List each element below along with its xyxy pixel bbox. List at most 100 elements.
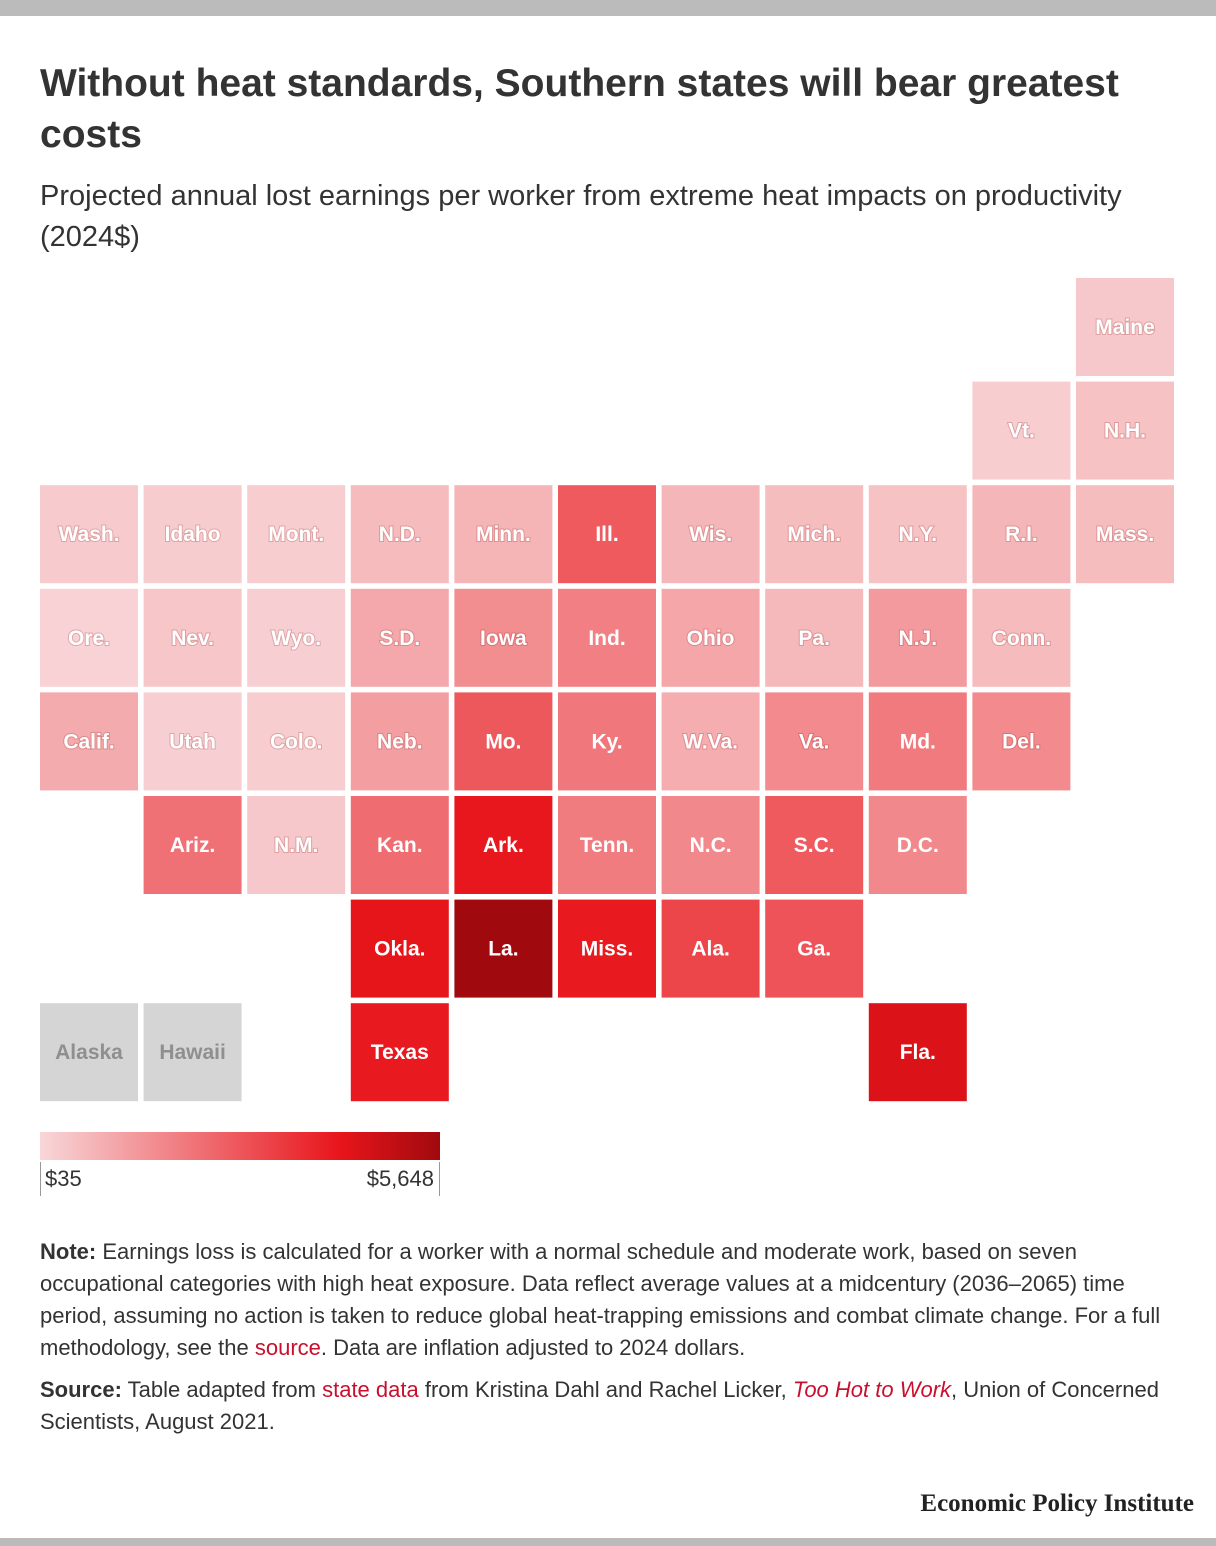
state-tile-w-va[interactable]: W.Va. xyxy=(661,692,760,791)
state-tile-nev[interactable]: Nev. xyxy=(143,588,242,687)
state-tile-ohio[interactable]: Ohio xyxy=(661,588,760,687)
state-label: Kan. xyxy=(377,834,423,857)
state-label: Ore. xyxy=(68,627,110,650)
chart-subtitle: Projected annual lost earnings per worke… xyxy=(40,180,1122,253)
state-label: R.I. xyxy=(1005,523,1038,546)
state-label: Texas xyxy=(371,1041,429,1064)
state-tile-mich[interactable]: Mich. xyxy=(765,485,864,584)
state-tile-utah[interactable]: Utah xyxy=(143,692,242,791)
state-tile-mont[interactable]: Mont. xyxy=(247,485,346,584)
state-tile-maine[interactable]: Maine xyxy=(1076,278,1174,376)
state-tile-rect xyxy=(454,588,553,687)
state-tile-n-y[interactable]: N.Y. xyxy=(868,485,967,584)
state-label: N.C. xyxy=(690,834,732,857)
state-tile-fla[interactable]: Fla. xyxy=(868,1003,967,1102)
state-tile-rect xyxy=(247,485,346,584)
state-tile-rect xyxy=(661,588,760,687)
state-label: Miss. xyxy=(581,938,634,961)
state-tile-s-c[interactable]: S.C. xyxy=(765,796,864,894)
state-label: Conn. xyxy=(992,627,1051,650)
state-tile-r-i[interactable]: R.I. xyxy=(972,485,1071,584)
state-tile-iowa[interactable]: Iowa xyxy=(454,588,553,687)
state-tile-s-d[interactable]: S.D. xyxy=(350,588,449,687)
source-report-link[interactable]: Too Hot to Work xyxy=(792,1377,952,1402)
state-tile-mass[interactable]: Mass. xyxy=(1076,485,1174,584)
state-label: Minn. xyxy=(476,523,531,546)
state-tile-idaho[interactable]: Idaho xyxy=(143,485,242,584)
state-tile-ore[interactable]: Ore. xyxy=(40,588,138,687)
state-tile-okla[interactable]: Okla. xyxy=(350,899,449,998)
state-tile-n-c[interactable]: N.C. xyxy=(661,796,760,894)
state-tile-rect xyxy=(868,485,967,584)
source-text-2: from Kristina Dahl and Rachel Licker, xyxy=(418,1377,793,1402)
state-tile-wyo[interactable]: Wyo. xyxy=(247,588,346,687)
state-tile-pa[interactable]: Pa. xyxy=(765,588,864,687)
state-tile-rect xyxy=(454,485,553,584)
state-tile-va[interactable]: Va. xyxy=(765,692,864,791)
source-state-data-link[interactable]: state data xyxy=(322,1377,419,1402)
state-tile-rect xyxy=(868,796,967,894)
state-tile-ark[interactable]: Ark. xyxy=(454,796,553,894)
state-tile-md[interactable]: Md. xyxy=(868,692,967,791)
state-tile-ala[interactable]: Ala. xyxy=(661,899,760,998)
state-tile-d-c[interactable]: D.C. xyxy=(868,796,967,894)
state-tile-rect xyxy=(868,692,967,791)
state-tile-ky[interactable]: Ky. xyxy=(558,692,656,791)
state-tile-rect xyxy=(765,485,864,584)
state-label: Mont. xyxy=(268,523,324,546)
state-tile-hawaii[interactable]: Hawaii xyxy=(143,1003,242,1102)
state-tile-rect xyxy=(868,588,967,687)
state-label: N.H. xyxy=(1104,420,1146,443)
state-tile-ill[interactable]: Ill. xyxy=(558,485,656,584)
state-tile-rect xyxy=(247,796,346,894)
state-label: Utah xyxy=(169,730,216,753)
state-tile-n-d[interactable]: N.D. xyxy=(350,485,449,584)
state-tile-tenn[interactable]: Tenn. xyxy=(558,796,656,894)
legend-tick-min xyxy=(40,1162,41,1196)
state-label: Idaho xyxy=(165,523,221,546)
state-tile-rect xyxy=(1076,485,1174,584)
state-tile-n-h[interactable]: N.H. xyxy=(1076,381,1174,480)
bottom-border xyxy=(0,1538,1216,1546)
state-tile-vt[interactable]: Vt. xyxy=(972,381,1071,480)
state-label: Mich. xyxy=(787,523,841,546)
notes-block: Note: Earnings loss is calculated for a … xyxy=(40,1236,1170,1448)
state-label: D.C. xyxy=(897,834,939,857)
state-tile-colo[interactable]: Colo. xyxy=(247,692,346,791)
state-label: Wis. xyxy=(689,523,732,546)
state-tile-wash[interactable]: Wash. xyxy=(40,485,138,584)
state-tile-calif[interactable]: Calif. xyxy=(40,692,138,791)
state-tile-rect xyxy=(247,692,346,791)
state-label: Okla. xyxy=(374,938,425,961)
state-label: W.Va. xyxy=(683,730,738,753)
state-tile-n-j[interactable]: N.J. xyxy=(868,588,967,687)
state-tile-wis[interactable]: Wis. xyxy=(661,485,760,584)
state-label: N.J. xyxy=(899,627,938,650)
state-label: N.M. xyxy=(274,834,318,857)
state-label: Nev. xyxy=(171,627,214,650)
source-label: Source: xyxy=(40,1377,122,1402)
state-label: Iowa xyxy=(480,627,527,650)
state-tile-la[interactable]: La. xyxy=(454,899,553,998)
state-tile-alaska[interactable]: Alaska xyxy=(40,1003,138,1102)
state-tile-texas[interactable]: Texas xyxy=(350,1003,449,1102)
state-tile-ariz[interactable]: Ariz. xyxy=(143,796,242,894)
state-label: Vt. xyxy=(1008,420,1035,443)
state-tile-neb[interactable]: Neb. xyxy=(350,692,449,791)
state-tile-minn[interactable]: Minn. xyxy=(454,485,553,584)
state-label: Alaska xyxy=(55,1041,123,1064)
note-source-link[interactable]: source xyxy=(254,1335,321,1360)
state-tile-rect xyxy=(454,899,553,998)
state-tile-kan[interactable]: Kan. xyxy=(350,796,449,894)
state-tile-conn[interactable]: Conn. xyxy=(972,588,1071,687)
state-tile-mo[interactable]: Mo. xyxy=(454,692,553,791)
state-tile-rect xyxy=(661,485,760,584)
state-tile-ga[interactable]: Ga. xyxy=(765,899,864,998)
state-tile-rect xyxy=(972,588,1071,687)
state-tile-ind[interactable]: Ind. xyxy=(558,588,656,687)
state-tile-miss[interactable]: Miss. xyxy=(558,899,656,998)
state-tile-n-m[interactable]: N.M. xyxy=(247,796,346,894)
state-label: Calif. xyxy=(63,730,114,753)
state-tile-del[interactable]: Del. xyxy=(972,692,1071,791)
state-tile-rect xyxy=(765,899,864,998)
